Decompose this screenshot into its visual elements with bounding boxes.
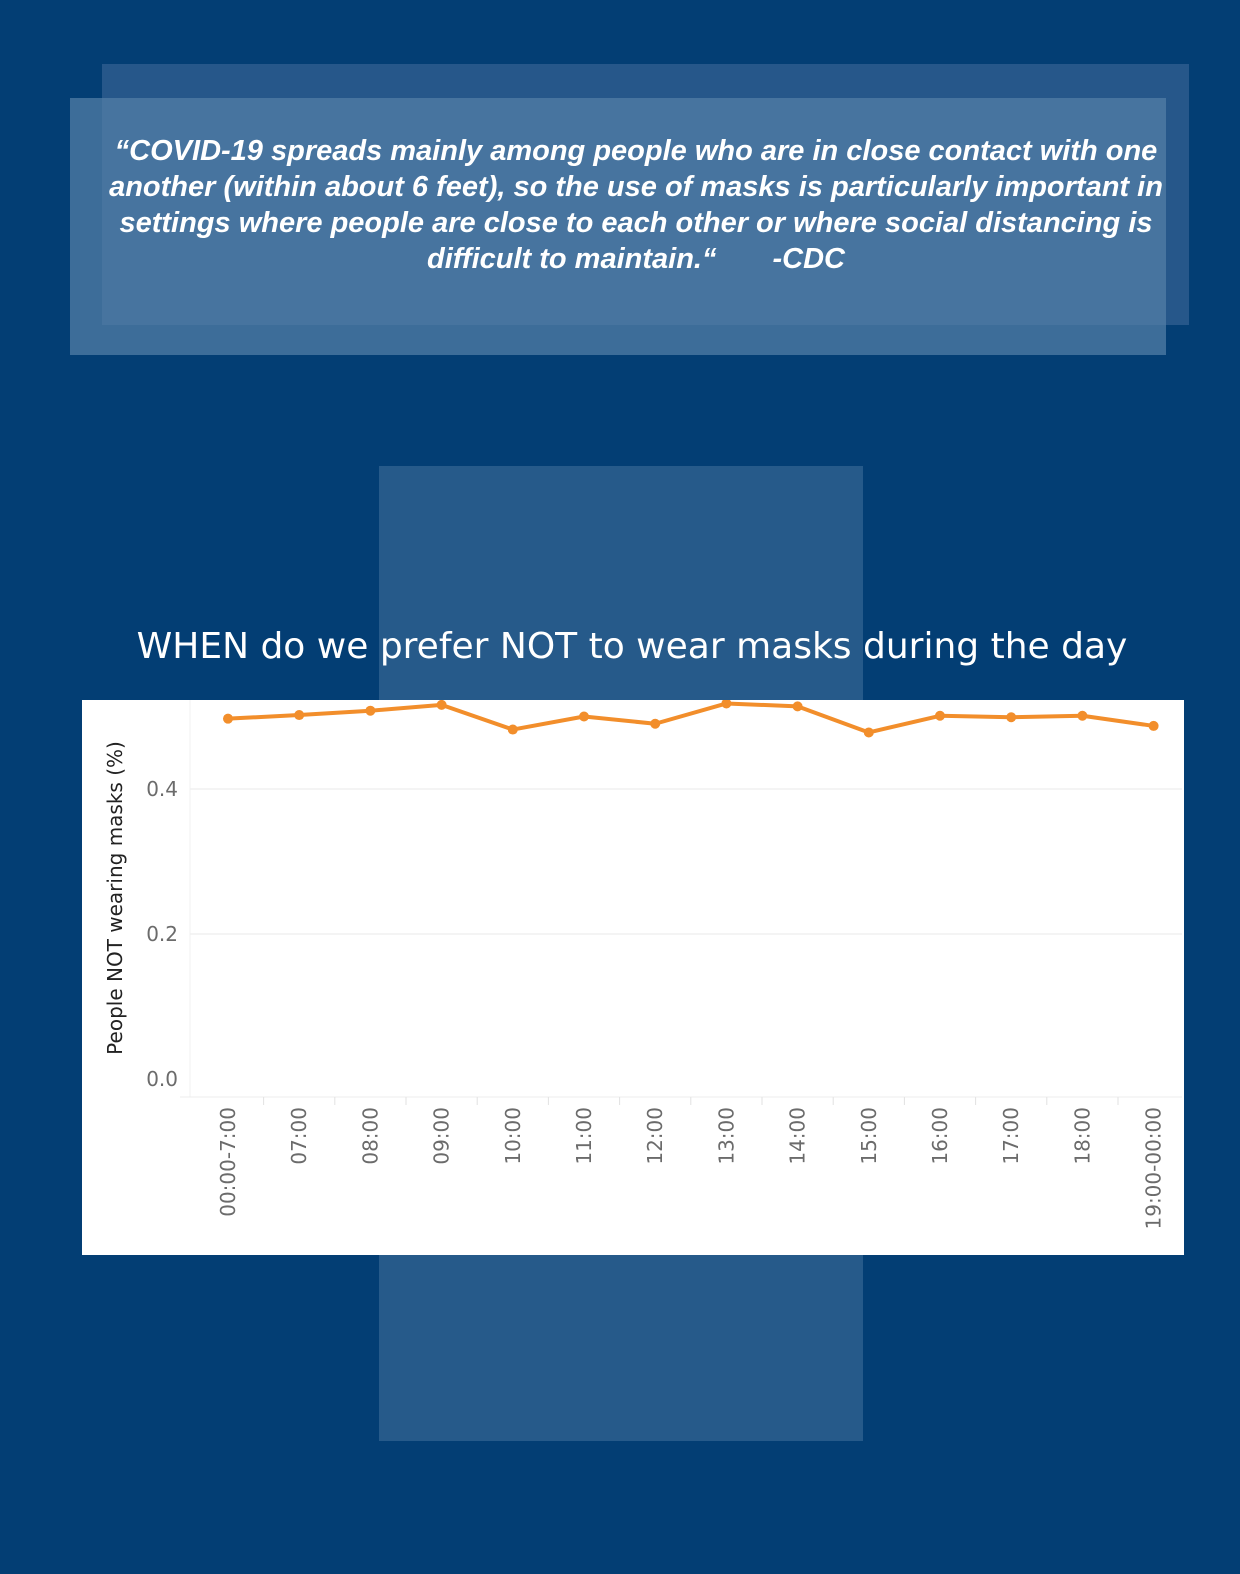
y-tick-label: 0.2 bbox=[146, 922, 178, 946]
data-point[interactable] bbox=[365, 705, 376, 716]
quote-panel bbox=[70, 98, 1166, 355]
x-tick-label: 18:00 bbox=[1070, 1107, 1094, 1165]
quote-text: “COVID-19 spreads mainly among people wh… bbox=[109, 135, 1163, 275]
data-point[interactable] bbox=[1006, 712, 1017, 723]
x-tick-label: 13:00 bbox=[714, 1107, 738, 1165]
data-point[interactable] bbox=[792, 701, 803, 712]
x-tick-label: 00:00-7:00 bbox=[216, 1107, 240, 1217]
data-point[interactable] bbox=[579, 711, 589, 722]
line-chart: 0.0 0.2 0.4 People NOT wearing masks (%) 00:… bbox=[103, 700, 1182, 1230]
cdc-quote: “COVID-19 spreads mainly among people wh… bbox=[102, 133, 1170, 277]
data-point[interactable] bbox=[863, 727, 874, 738]
chart-card: 0.0 0.2 0.4 People NOT wearing masks (%) 00:… bbox=[82, 700, 1184, 1255]
x-tick-label: 08:00 bbox=[358, 1107, 382, 1165]
data-point[interactable] bbox=[1077, 710, 1088, 721]
x-tick-label: 17:00 bbox=[999, 1107, 1023, 1165]
data-point[interactable] bbox=[1148, 720, 1159, 731]
data-point[interactable] bbox=[436, 700, 447, 710]
x-tick-label: 15:00 bbox=[857, 1107, 881, 1165]
x-tick-label: 10:00 bbox=[501, 1107, 525, 1165]
x-tick-label: 19:00-00:00 bbox=[1142, 1107, 1166, 1230]
x-tick-label: 11:00 bbox=[572, 1107, 596, 1165]
x-tick-label: 07:00 bbox=[287, 1107, 311, 1165]
quote-attribution: -CDC bbox=[772, 243, 845, 275]
data-point[interactable] bbox=[721, 700, 732, 709]
chart-title: WHEN do we prefer NOT to wear masks duri… bbox=[136, 626, 1128, 667]
data-point[interactable] bbox=[294, 710, 305, 721]
y-axis-title: People NOT wearing masks (%) bbox=[103, 741, 127, 1055]
x-tick-label: 16:00 bbox=[928, 1107, 952, 1165]
y-tick-label: 0.0 bbox=[146, 1067, 178, 1091]
series-line bbox=[226, 701, 1156, 735]
x-tick-label: 14:00 bbox=[786, 1107, 810, 1165]
data-point[interactable] bbox=[507, 724, 518, 735]
x-tick-label: 09:00 bbox=[430, 1107, 454, 1165]
x-tick-label: 12:00 bbox=[643, 1107, 667, 1165]
data-point[interactable] bbox=[223, 713, 233, 724]
data-point[interactable] bbox=[650, 718, 661, 729]
y-tick-label: 0.4 bbox=[146, 777, 178, 801]
data-point[interactable] bbox=[935, 710, 945, 721]
